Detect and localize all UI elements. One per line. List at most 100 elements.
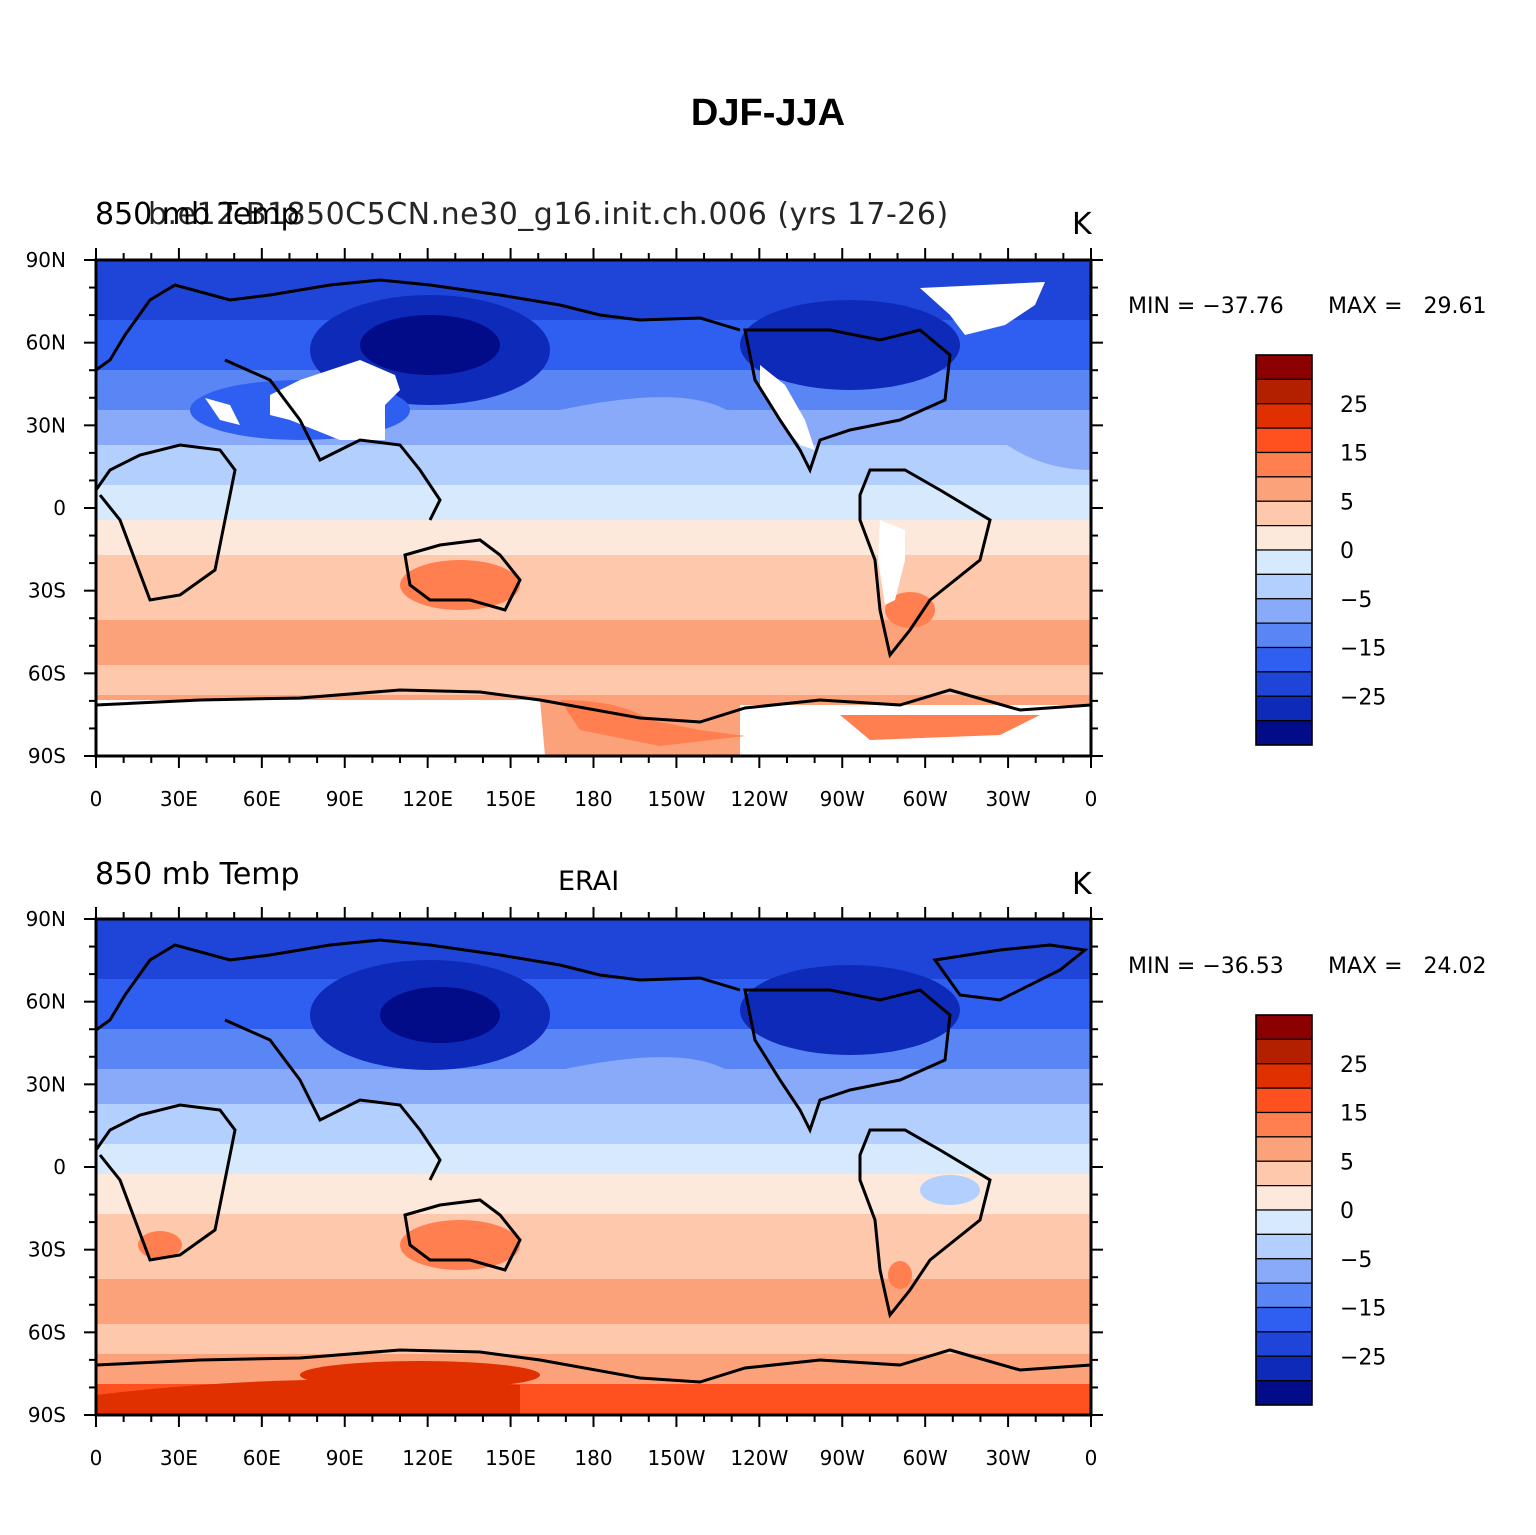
colorbar-box xyxy=(1255,1185,1313,1211)
y-tick-label: 30N xyxy=(26,1072,66,1096)
x-tick-label: 120E xyxy=(402,1446,453,1470)
top-axis-ticks: 0 30E 60E 90E 120E 150E 180 150W 120W 90W 60W 30W 09… xyxy=(26,248,1103,811)
colorbar-box xyxy=(1255,1038,1313,1065)
colorbar-box xyxy=(1255,476,1313,502)
x-tick-label: 60W xyxy=(903,787,948,811)
y-tick-label: 60N xyxy=(26,990,66,1014)
colorbar-label: 25 xyxy=(1340,393,1368,418)
colorbar-label: 5 xyxy=(1340,490,1354,515)
x-tick-label: 30E xyxy=(160,787,198,811)
y-tick-label: 30N xyxy=(26,413,66,437)
x-tick-label: 150W xyxy=(647,787,705,811)
x-tick-label: 90W xyxy=(820,787,865,811)
colorbar-label: 15 xyxy=(1340,1102,1368,1127)
colorbar-box xyxy=(1255,598,1313,624)
bottom-max-label: MAX = 24.02 xyxy=(1328,954,1487,979)
colorbar-box xyxy=(1255,1282,1313,1309)
x-tick-label: 150E xyxy=(485,787,536,811)
x-tick-label: 90E xyxy=(326,787,364,811)
colorbar-box xyxy=(1255,1380,1313,1406)
bottom-center-title: ERAI xyxy=(558,866,620,897)
bottom-left-title: 850 mb Temp xyxy=(95,857,300,892)
x-tick-label: 60E xyxy=(243,1446,281,1470)
colorbar-box xyxy=(1255,1111,1313,1138)
colorbar-label: 15 xyxy=(1340,442,1368,467)
colorbar-box xyxy=(1255,1233,1313,1260)
bottom-map-panel: 0 30E 60E 90E 120E 150E 180 150W 120W 90W 60W 30W 09… xyxy=(26,907,1103,1470)
colorbar-box xyxy=(1255,500,1313,527)
colorbar-label: −25 xyxy=(1340,1345,1386,1370)
colorbar-box xyxy=(1255,1136,1313,1162)
y-tick-label: 30S xyxy=(28,579,66,603)
x-tick-label: 90E xyxy=(326,1446,364,1470)
colorbar-box xyxy=(1255,646,1313,673)
x-tick-label: 0 xyxy=(90,787,103,811)
colorbar-box xyxy=(1255,1160,1313,1187)
colorbar-box xyxy=(1255,1355,1313,1382)
x-tick-label: 0 xyxy=(1085,1446,1098,1470)
x-tick-label: 120E xyxy=(402,787,453,811)
colorbar-label: 5 xyxy=(1340,1150,1354,1175)
x-tick-label: 30E xyxy=(160,1446,198,1470)
colorbar-box xyxy=(1255,1087,1313,1114)
colorbar-box xyxy=(1255,403,1313,429)
top-units: K xyxy=(1072,207,1092,242)
bottom-coastlines xyxy=(96,938,1091,1384)
x-tick-label: 90W xyxy=(820,1446,865,1470)
x-tick-label: 0 xyxy=(1085,787,1098,811)
colorbar-box xyxy=(1255,573,1313,600)
colorbar-box xyxy=(1255,1306,1313,1333)
bottom-temperature-field xyxy=(96,919,1091,1415)
x-tick-label: 150W xyxy=(647,1446,705,1470)
x-tick-label: 0 xyxy=(90,1446,103,1470)
y-tick-label: 90N xyxy=(26,248,66,272)
colorbar-label: 0 xyxy=(1340,1199,1354,1224)
colorbar-box xyxy=(1255,1331,1313,1357)
bottom-colorbar: 25 15 5 0 −5 −15 −25 xyxy=(1255,1014,1386,1406)
colorbar-label: 25 xyxy=(1340,1053,1368,1078)
bottom-axis-ticks: 0 30E 60E 90E 120E 150E 180 150W 120W 90W 60W 30W 09… xyxy=(26,907,1103,1470)
colorbar-box xyxy=(1255,525,1313,551)
colorbar-box xyxy=(1255,451,1313,478)
top-left-title: 850 mb Temp xyxy=(95,197,300,232)
colorbar-box xyxy=(1255,549,1313,575)
x-tick-label: 180 xyxy=(574,1446,612,1470)
figure-title: DJF-JJA xyxy=(690,92,846,134)
colorbar-label: −5 xyxy=(1340,588,1372,613)
top-center-title: b.e12.B1850C5CN.ne30_g16.init.ch.006 (yr… xyxy=(148,197,949,232)
bottom-min-label: MIN = −36.53 xyxy=(1128,954,1284,979)
y-tick-label: 0 xyxy=(53,1155,66,1179)
colorbar-label: −15 xyxy=(1340,637,1386,662)
x-tick-label: 180 xyxy=(574,787,612,811)
top-colorbar: 25 15 5 0 −5 −15 −25 xyxy=(1255,354,1386,746)
colorbar-box xyxy=(1255,378,1313,405)
colorbar-label: −25 xyxy=(1340,685,1386,710)
x-tick-label: 120W xyxy=(730,1446,788,1470)
colorbar-label: 0 xyxy=(1340,539,1354,564)
top-map-panel: 0 30E 60E 90E 120E 150E 180 150W 120W 90W 60W 30W 09… xyxy=(26,248,1103,811)
y-tick-label: 60N xyxy=(26,331,66,355)
colorbar-label: −15 xyxy=(1340,1297,1386,1322)
y-tick-label: 90S xyxy=(28,744,66,768)
colorbar-box xyxy=(1255,695,1313,722)
y-tick-label: 60S xyxy=(28,661,66,685)
x-tick-label: 60E xyxy=(243,787,281,811)
y-tick-label: 60S xyxy=(28,1320,66,1344)
colorbar-box xyxy=(1255,427,1313,454)
top-coastlines xyxy=(96,278,1091,724)
x-tick-label: 30W xyxy=(985,1446,1030,1470)
top-temperature-field xyxy=(96,260,1091,756)
top-max-label: MAX = 29.61 xyxy=(1328,294,1487,319)
colorbar-box xyxy=(1255,1258,1313,1284)
colorbar-box xyxy=(1255,1014,1313,1040)
x-tick-label: 30W xyxy=(985,787,1030,811)
colorbar-box xyxy=(1255,622,1313,649)
colorbar-box xyxy=(1255,1063,1313,1089)
y-tick-label: 90N xyxy=(26,907,66,931)
colorbar-box xyxy=(1255,720,1313,746)
y-tick-label: 0 xyxy=(53,496,66,520)
colorbar-box xyxy=(1255,671,1313,697)
colorbar-box xyxy=(1255,1209,1313,1235)
colorbar-frame xyxy=(1255,1014,1313,1406)
y-tick-label: 90S xyxy=(28,1403,66,1427)
